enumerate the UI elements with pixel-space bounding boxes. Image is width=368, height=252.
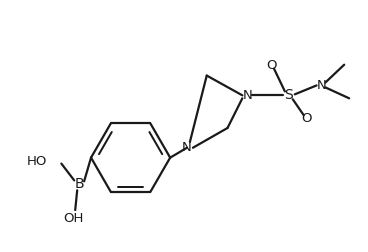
Text: N: N: [243, 89, 252, 102]
Text: OH: OH: [63, 212, 84, 226]
Text: S: S: [284, 88, 293, 102]
Text: B: B: [74, 177, 84, 191]
Text: O: O: [301, 112, 312, 124]
Text: O: O: [266, 59, 276, 72]
Text: N: N: [316, 79, 326, 92]
Text: N: N: [182, 141, 192, 154]
Text: HO: HO: [27, 155, 47, 168]
